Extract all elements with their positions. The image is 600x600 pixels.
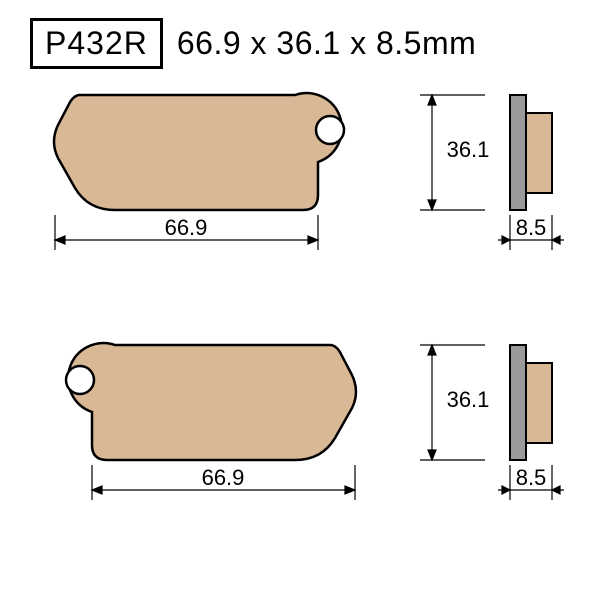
- header: P432R 66.9 x 36.1 x 8.5mm: [30, 18, 476, 69]
- part-number: P432R: [45, 25, 148, 61]
- bottom-pad-shape: [68, 343, 356, 460]
- bottom-pad-height-label: 36.1: [447, 387, 490, 412]
- top-pad-shape: [54, 93, 342, 210]
- bottom-pad-side: 36.1 8.5: [390, 325, 600, 515]
- part-number-box: P432R: [30, 18, 163, 69]
- top-pad-friction: [526, 113, 552, 193]
- top-pad-thickness-label: 8.5: [516, 215, 547, 240]
- bottom-pad-front: 66.9: [30, 330, 380, 510]
- top-pad-width-label: 66.9: [165, 215, 208, 240]
- bottom-pad-width-label: 66.9: [202, 465, 245, 490]
- bottom-pad-backing: [510, 345, 526, 460]
- bottom-pad-hole: [66, 366, 94, 394]
- top-pad-height-label: 36.1: [447, 137, 490, 162]
- top-pad-backing: [510, 95, 526, 210]
- top-pad-side: 36.1 8.5: [390, 75, 600, 265]
- dimensions-title: 66.9 x 36.1 x 8.5mm: [177, 25, 476, 62]
- bottom-pad-friction: [526, 363, 552, 443]
- top-pad-hole: [316, 116, 344, 144]
- bottom-pad-thickness-label: 8.5: [516, 465, 547, 490]
- top-pad-front: 66.9: [30, 80, 380, 260]
